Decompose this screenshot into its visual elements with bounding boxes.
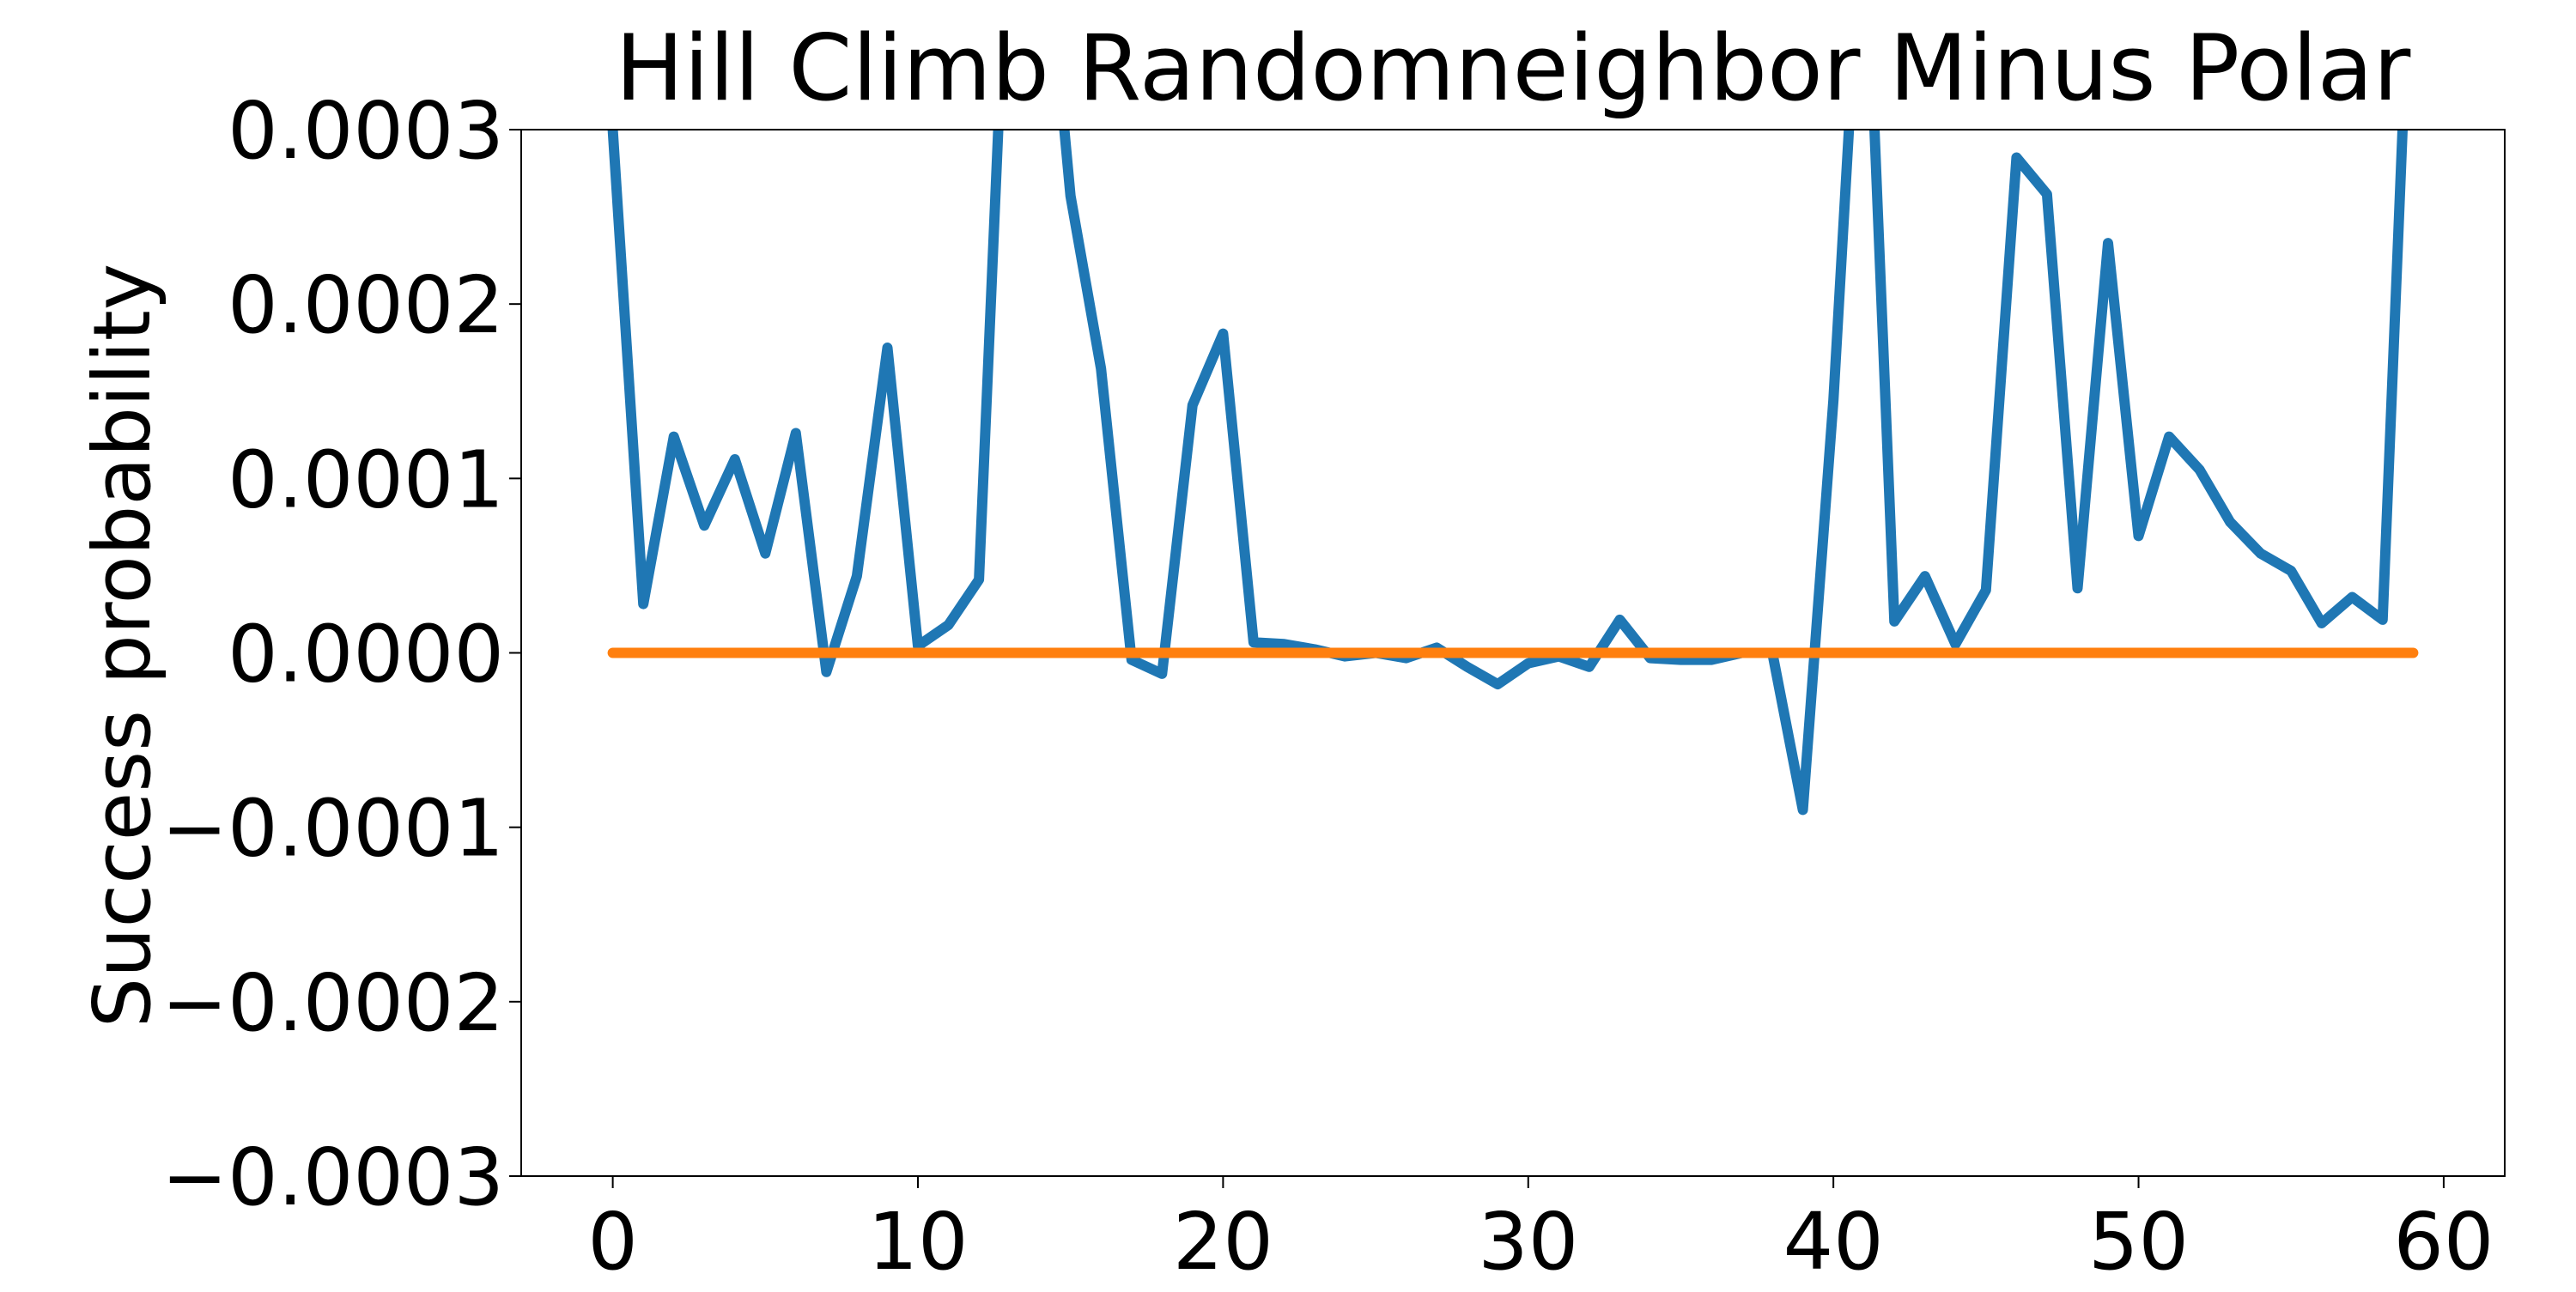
x-tick-label: 20 xyxy=(1173,1196,1273,1288)
x-tick-label: 40 xyxy=(1783,1196,1884,1288)
x-tick-label: 60 xyxy=(2393,1196,2494,1288)
y-tick-label: 0.0000 xyxy=(228,609,504,701)
y-tick-label: −0.0001 xyxy=(161,783,504,875)
chart-title: Hill Climb Randomneighbor Minus Polar xyxy=(616,15,2411,121)
series-group xyxy=(607,130,2419,816)
x-tick-label: 10 xyxy=(867,1196,968,1288)
y-tick-label: 0.0002 xyxy=(228,259,504,351)
y-tick-label: 0.0003 xyxy=(228,85,504,177)
y-tick-label: −0.0002 xyxy=(161,957,504,1049)
y-tick-label: 0.0001 xyxy=(228,434,504,525)
y-axis-label: Success probability xyxy=(76,264,168,1028)
plot-area: 0 10 20 30 40 50 60 0.0003 0.0002 0.0001 0.0000 −0.… xyxy=(161,85,2506,1288)
series-line-1 xyxy=(607,130,2409,816)
x-tick-label: 50 xyxy=(2088,1196,2189,1288)
x-tick-label: 0 xyxy=(587,1196,638,1288)
x-tick-label: 30 xyxy=(1478,1196,1578,1288)
y-tick-label: −0.0003 xyxy=(161,1131,504,1223)
